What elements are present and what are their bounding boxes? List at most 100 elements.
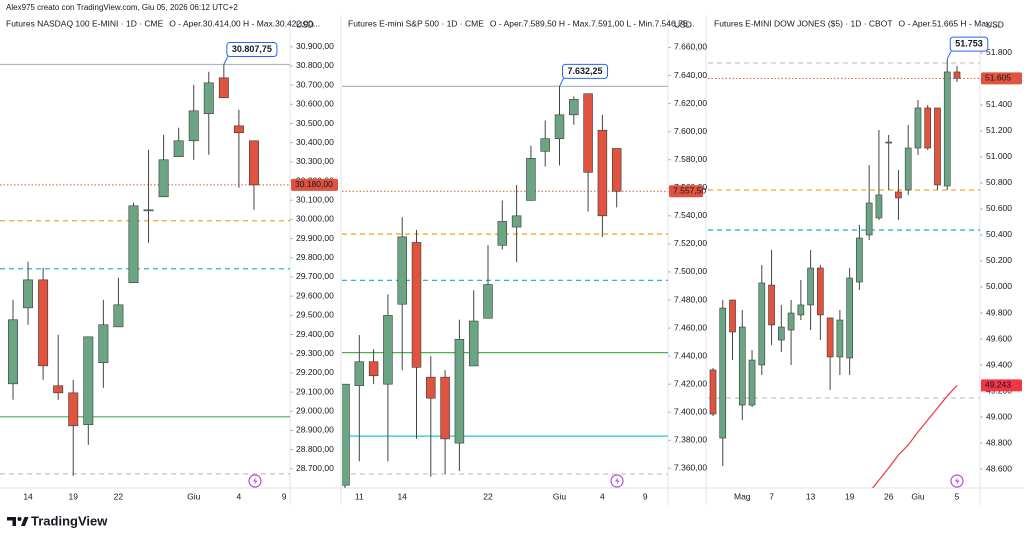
x-tick-label: 14 — [23, 491, 33, 501]
currency: USD — [296, 19, 314, 29]
y-tick-label: 30.000,00 — [296, 214, 334, 224]
candle-body — [113, 304, 124, 328]
candle-body — [719, 307, 727, 439]
candle-body — [128, 205, 139, 284]
y-tick-label: 29.400,00 — [296, 329, 334, 339]
y-tick-label: 7.540,00 — [674, 210, 707, 220]
candle-body — [383, 315, 393, 385]
x-tick-label: 19 — [845, 491, 855, 501]
y-tick-label: 29.100,00 — [296, 386, 334, 396]
x-tick-label: 19 — [69, 491, 79, 501]
candle-body — [875, 194, 883, 219]
x-tick-label: Giu — [911, 491, 925, 501]
candle-body — [709, 369, 717, 415]
candle-body — [342, 383, 350, 486]
plot — [0, 63, 290, 476]
y-tick-label: 50.200 — [986, 255, 1012, 265]
y-tick-label: 29.800,00 — [296, 252, 334, 262]
candle-body — [738, 326, 746, 406]
candle-body — [597, 129, 608, 217]
y-tick-label: 7.660,00 — [674, 42, 707, 52]
candle-body — [511, 215, 522, 228]
y-tick-label: 7.520,00 — [674, 238, 707, 248]
y-tick-label: 7.640,00 — [674, 70, 707, 80]
x-tick-label: 9 — [282, 491, 287, 501]
candle-body — [454, 338, 465, 444]
event-icon[interactable] — [950, 474, 964, 488]
candle-body — [569, 99, 579, 116]
plot — [342, 85, 668, 488]
y-tick-label: 7.480,00 — [674, 294, 707, 304]
candle-body — [368, 361, 379, 377]
candle-body — [468, 320, 479, 367]
legend-name: Futures NASDAQ 100 E-MINI · 1D · CME — [6, 18, 164, 28]
candle-body — [943, 71, 951, 187]
candle-body — [483, 284, 493, 319]
event-icon[interactable] — [610, 474, 624, 488]
currency: USD — [986, 19, 1004, 29]
y-tick-label: 7.440,00 — [674, 350, 707, 360]
y-tick-label: 29.200,00 — [296, 367, 334, 377]
candle-body — [68, 392, 79, 427]
candle-body — [426, 376, 436, 399]
high-pointer — [223, 56, 229, 65]
y-tick-label: 51.200 — [986, 125, 1012, 135]
candle-body — [497, 221, 508, 246]
candle-body — [53, 385, 64, 394]
candle-body — [354, 361, 365, 386]
y-tick-label: 29.900,00 — [296, 233, 334, 243]
high-marker-label: 7.632,25 — [568, 66, 603, 76]
high-marker-label: 51.753 — [955, 38, 983, 48]
last-price-tag — [981, 72, 1022, 85]
candle-body — [758, 282, 766, 366]
x-tick-label: 9 — [643, 491, 648, 501]
high-marker-label: 30.807,75 — [232, 44, 272, 54]
candle-body — [836, 319, 844, 358]
candle-body — [826, 317, 834, 358]
candle-body — [158, 159, 169, 198]
legend-ohlc: O - Aper.7.589,50 H - Max.7.591,00 L - M… — [490, 18, 695, 28]
candle-body — [440, 376, 450, 440]
logo — [7, 517, 29, 526]
y-tick-label: 30.300,00 — [296, 156, 334, 166]
candle-body — [98, 324, 109, 364]
y-tick-label: 30.400,00 — [296, 137, 334, 147]
candle-body — [768, 284, 775, 326]
y-tick-label: 30.600,00 — [296, 99, 334, 109]
ma-tag-label: 49.243 — [985, 380, 1011, 390]
candle-body — [856, 237, 863, 283]
y-tick-label: 28.700,00 — [296, 463, 334, 473]
candle-body — [748, 359, 756, 406]
candle-body — [895, 191, 902, 199]
y-tick-label: 28.800,00 — [296, 444, 334, 454]
last-price-label: 7.557,50 — [673, 186, 706, 196]
high-marker-box — [562, 63, 609, 79]
candle-body — [777, 326, 785, 341]
candle-body — [934, 107, 941, 186]
candle-body — [583, 93, 593, 173]
y-tick-label: 50.800 — [986, 177, 1012, 187]
last-price-tag — [669, 185, 703, 198]
candle-body — [797, 304, 805, 316]
candle-body — [203, 82, 214, 115]
legend-name: Futures E-MINI DOW JONES ($5) · 1D · CBO… — [714, 18, 893, 28]
candle-body — [846, 277, 853, 359]
candle-body — [83, 336, 94, 425]
y-tick-label: 7.380,00 — [674, 435, 707, 445]
event-icon[interactable] — [248, 474, 262, 488]
y-tick-label: 49.600 — [986, 333, 1012, 343]
logo-text: TradingView — [31, 513, 108, 528]
y-tick-label: 49.800 — [986, 307, 1012, 317]
candle-body — [885, 141, 893, 144]
y-tick-label: 7.500,00 — [674, 266, 707, 276]
y-tick-label: 30.100,00 — [296, 194, 334, 204]
y-tick-label: 50.600 — [986, 203, 1012, 213]
y-tick-label: 29.000,00 — [296, 406, 334, 416]
candle-body — [248, 140, 259, 186]
candle-body — [807, 267, 814, 306]
y-tick-label: 7.580,00 — [674, 154, 707, 164]
y-tick-label: 51.000 — [986, 151, 1012, 161]
y-tick-label: 7.360,00 — [674, 463, 707, 473]
